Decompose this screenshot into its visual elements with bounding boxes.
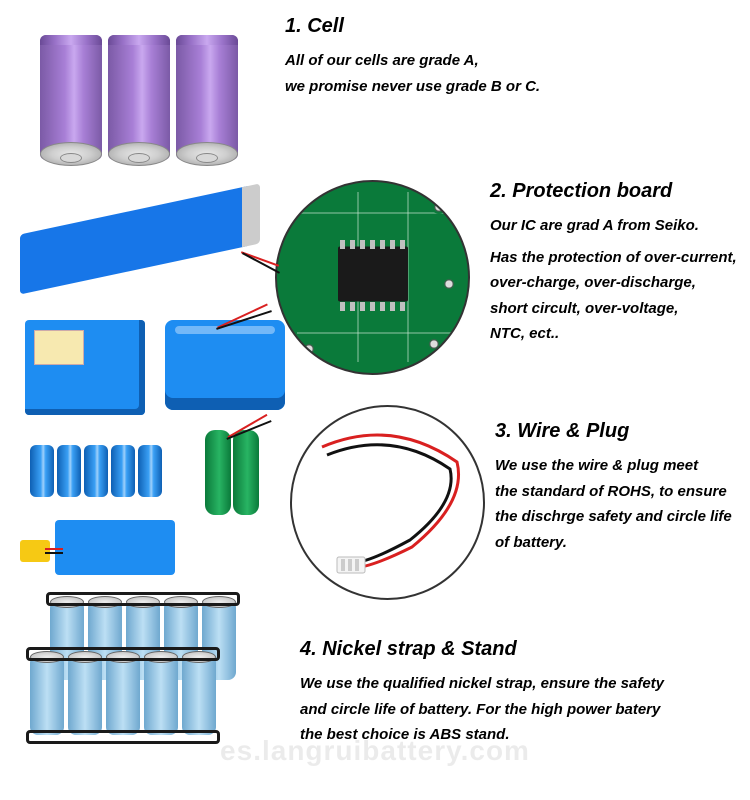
section2-heading: 2. Protection board (490, 180, 745, 203)
cells-illustration (40, 25, 240, 170)
section2-line4: short circult, over-voltage, (490, 296, 745, 322)
section4-line2: and circle life of battery. For the high… (300, 697, 740, 723)
section1-line2: we promise never use grade B or C. (285, 74, 735, 100)
section3-heading: 3. Wire & Plug (495, 420, 745, 443)
section3-line4: of battery. (495, 530, 745, 556)
section2-line2: Has the protection of over-current, (490, 245, 745, 271)
wire-plug-illustration (290, 405, 485, 600)
section2-line5: NTC, ect.. (490, 321, 745, 347)
section1-line1: All of our cells are grade A, (285, 48, 735, 74)
battery-packs-illustration (10, 200, 310, 580)
watermark-text: es.langruibattery.com (0, 735, 750, 767)
section3-line1: We use the wire & plug meet (495, 453, 745, 479)
section4-heading: 4. Nickel strap & Stand (300, 638, 740, 661)
section3-line3: the dischrge safety and circle life (495, 504, 745, 530)
section2-line1: Our IC are grad A from Seiko. (490, 213, 745, 239)
section4-line1: We use the qualified nickel strap, ensur… (300, 671, 740, 697)
section2-line3: over-charge, over-discharge, (490, 270, 745, 296)
section3-line2: the standard of ROHS, to ensure (495, 479, 745, 505)
section1-heading: 1. Cell (285, 15, 735, 38)
